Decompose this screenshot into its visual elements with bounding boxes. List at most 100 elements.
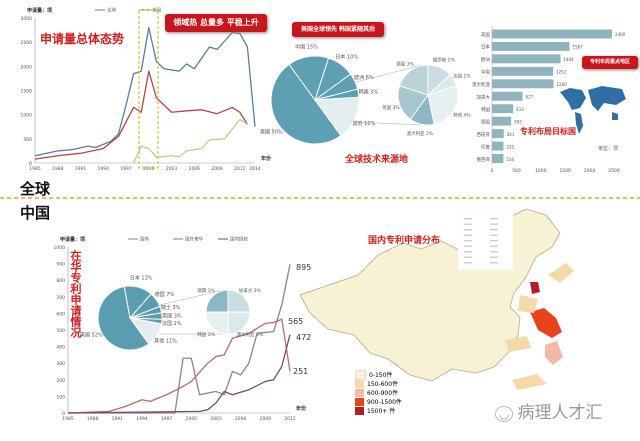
table-cell [490,262,498,264]
china-pie-connector [158,289,224,306]
legend-label: 0-150件 [369,372,393,379]
global-trend-y-tick: 2500 [21,40,33,46]
source-pie-callout: 美国全球领先 韩国紧随其后 [292,22,384,37]
china-pie-sub-slice [205,311,229,335]
china-pie-sub-slice [227,289,251,313]
bar [492,141,504,151]
source-pie-sub-slice-label: 其他 4% [453,112,471,119]
global-trend-x-tick: 1988 [52,166,64,172]
table-cell [490,256,498,258]
table-cell [490,245,498,247]
bar-category-label: 中国 [481,69,490,76]
table-cell [490,234,498,236]
global-trend-x-tick: 2012 [234,166,246,172]
china-trend-x-tick: 1991 [112,416,124,422]
map-legend: 0-150件 150-600件 600-900件 900-1500件 1500+… [355,369,402,415]
end-value-label: 895 [296,263,311,272]
china-trend-x-tick: 1994 [136,416,148,422]
legend-item: 0-150件 [355,369,402,380]
province-medium [505,263,574,390]
table-cell [464,229,472,231]
table-cell [464,245,472,247]
bar-x-tick: 1500 [559,168,571,174]
global-trend-title: 申请量总体态势 [40,32,125,46]
global-trend-y-tick: 3000 [21,16,33,22]
legend-swatch [355,388,364,397]
source-pie-slice [270,63,342,145]
china-trend-y-tick: 900 [56,262,65,268]
table-cell [490,251,498,253]
china-trend-y-tick: 600 [56,311,65,317]
source-pie-sub-slice-label: 英国 3% [382,104,400,111]
table-cell [464,240,472,242]
source-pie-slice-label: 美国 50% [260,129,283,136]
legend-label: 150-600件 [367,381,399,388]
china-pie-slice-label: 法国 2% [162,320,182,327]
china-trend-x-label: 年份 [296,405,307,412]
bar-x-tick: 2500 [608,168,620,174]
bar-value-label: 433 [516,107,524,112]
global-trend-y-tick: 2000 [21,64,33,70]
global-trend-y-tick: 1000 [21,113,33,119]
bar-category-label: 加拿大 [477,94,491,101]
source-pie-connector [354,64,423,83]
map-title: 国内专利申请分布 [368,236,441,246]
source-pie-connector [354,121,423,126]
china-trend-y-tick: 100 [56,394,65,400]
bar-category-label: 德国 [481,118,490,125]
bar-unit: 单位：项 [598,146,619,152]
source-pie-sub-slice-label: 法国 1% [453,73,471,80]
china-trend-x-tick: 2000 [186,416,198,422]
global-trend-y-tick: 1500 [21,89,33,95]
china-pie-slice-label: 其他 11% [154,337,177,344]
china-trend-x-tick: 1997 [161,416,173,422]
bar-x-tick: 500 [512,168,521,174]
china-trend-legend-label: 国外来华 [185,236,203,243]
end-value-label: 565 [288,317,303,326]
china-trend-legend-label: 国内 [140,236,149,243]
bar [492,91,523,101]
bar-value-label: 393 [514,119,522,124]
global-trend-y-tick: 0 [29,161,32,167]
china-trend-x-tick: 2012 [284,416,296,422]
legend-label: 900-1500件 [367,399,402,406]
china-pie-slice-label: 美国 52% [80,332,103,339]
table-cell [490,240,498,242]
china-trend-series-line [67,334,291,414]
table-cell [464,256,472,258]
table-cell [464,262,472,264]
bar [492,129,504,139]
bar [492,66,554,76]
section-china: 中国 [20,204,51,222]
global-trend-x-tick: 2009 [211,166,223,172]
china-pie-slice-label: 德国 7% [155,291,175,298]
highlight-box-2000 [138,9,159,169]
source-pie-sub-slice-label: 德国 3% [396,60,414,67]
table-cell [464,234,472,236]
bar-value-label: 1404 [564,57,575,62]
china-trend-x-tick: 1985 [62,416,74,422]
global-trend-x-tick: 2006 [189,166,201,172]
table-cell [464,218,472,220]
china-trend-y-tick: 200 [56,378,65,384]
province-zhejiang [545,341,563,365]
bar-category-label: 澳大利亚 [472,81,490,88]
bar [492,29,613,39]
legend-item: 1500+ 件 [355,406,402,415]
source-pie-slice [314,96,360,137]
source-pie-sub-slice [427,85,459,125]
china-trend-y-tick: 400 [56,345,65,351]
source-pie-slice-label: 日本 10% [335,53,358,60]
watermark: ◡ 病理人才汇 [495,398,602,423]
china-trend-y-tick: 300 [56,361,65,367]
global-trend-x-tick: 1994 [98,166,110,172]
global-trend-x-label: 年份 [261,155,272,162]
end-value-label: 251 [293,367,308,376]
bar-value-label: 1252 [556,70,567,75]
legend-item: 600-900件 [355,388,402,397]
bar-value-label: 627 [526,95,534,100]
source-pie-sub-slice [398,64,429,96]
legend-swatch [355,379,364,388]
china-trend-title: 在华专利申请情况 [69,250,82,338]
